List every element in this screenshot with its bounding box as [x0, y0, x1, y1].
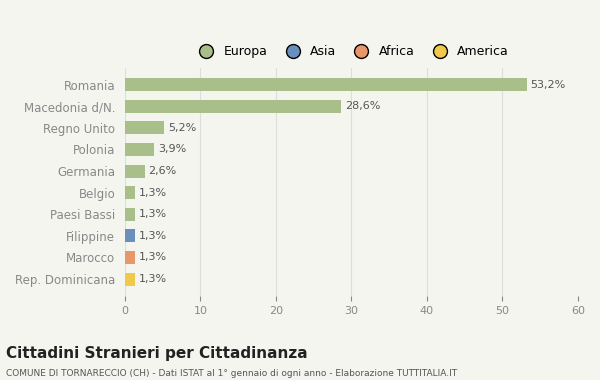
Legend: Europa, Asia, Africa, America: Europa, Asia, Africa, America	[189, 40, 514, 63]
Text: 3,9%: 3,9%	[158, 144, 187, 154]
Text: 53,2%: 53,2%	[530, 80, 566, 90]
Text: 5,2%: 5,2%	[168, 123, 196, 133]
Bar	[125, 143, 154, 156]
Bar	[125, 78, 527, 91]
Text: 1,3%: 1,3%	[139, 231, 167, 241]
Bar	[125, 272, 135, 285]
Bar	[125, 186, 135, 199]
Text: 1,3%: 1,3%	[139, 209, 167, 219]
Text: 1,3%: 1,3%	[139, 274, 167, 284]
Bar	[125, 230, 135, 242]
Text: 1,3%: 1,3%	[139, 252, 167, 263]
Text: Cittadini Stranieri per Cittadinanza: Cittadini Stranieri per Cittadinanza	[6, 346, 308, 361]
Text: 28,6%: 28,6%	[344, 101, 380, 111]
Bar	[125, 208, 135, 221]
Text: 1,3%: 1,3%	[139, 188, 167, 198]
Text: COMUNE DI TORNARECCIO (CH) - Dati ISTAT al 1° gennaio di ogni anno - Elaborazion: COMUNE DI TORNARECCIO (CH) - Dati ISTAT …	[6, 369, 457, 378]
Bar	[125, 100, 341, 113]
Bar	[125, 251, 135, 264]
Text: 2,6%: 2,6%	[148, 166, 176, 176]
Bar	[125, 165, 145, 177]
Bar	[125, 121, 164, 135]
